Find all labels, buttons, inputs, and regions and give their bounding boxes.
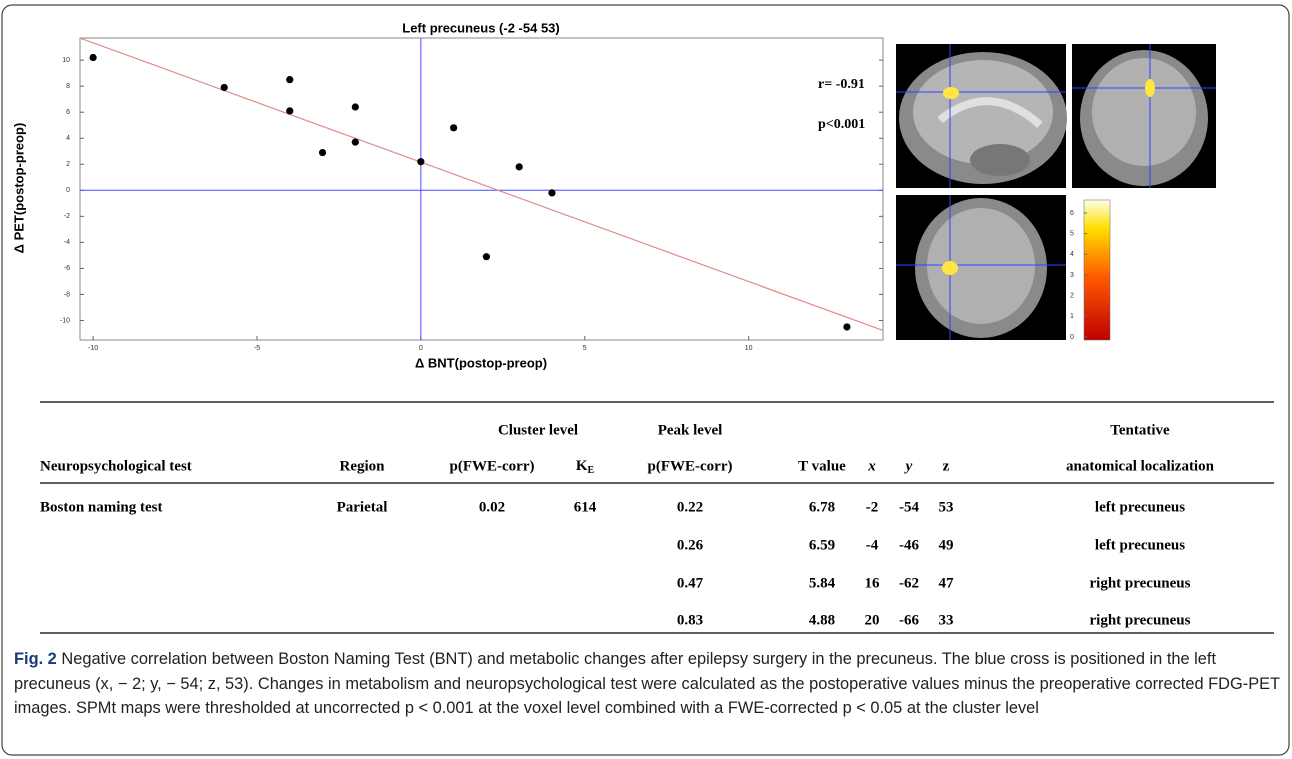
annotation: p<0.001 [818, 117, 865, 132]
page: Left precuneus (-2 -54 53) Δ BNT(postop-… [0, 0, 1292, 759]
point [548, 189, 555, 196]
y-tick-label: 2 [66, 161, 70, 168]
point [483, 253, 490, 260]
table-cell: 53 [939, 499, 954, 515]
table-header: KE [576, 458, 595, 476]
table-cell: -4 [866, 537, 879, 553]
table-cell: 0.47 [677, 575, 704, 591]
table-header: x [867, 458, 876, 474]
point [417, 158, 424, 165]
group-header: Peak level [658, 422, 723, 438]
colorbar-tick-label: 5 [1070, 231, 1074, 238]
point [90, 54, 97, 61]
point [516, 163, 523, 170]
group-header: Cluster level [498, 422, 578, 438]
colorbar [1084, 200, 1110, 340]
table-cell: 16 [865, 575, 881, 591]
table-header: T value [798, 458, 846, 474]
table-cell: 5.84 [809, 575, 836, 591]
point [221, 84, 228, 91]
group-header: Tentative [1110, 422, 1170, 438]
table-cell: right precuneus [1090, 575, 1191, 591]
x-tick-label: 5 [583, 345, 587, 352]
point [352, 139, 359, 146]
table-header: p(FWE-corr) [450, 458, 535, 474]
y-tick-label: -6 [64, 265, 70, 272]
table-cell: left precuneus [1095, 537, 1185, 553]
x-tick-label: -5 [254, 345, 260, 352]
table-cell: 49 [939, 537, 954, 553]
table-cell: 0.22 [677, 499, 703, 515]
colorbar-tick-label: 2 [1070, 293, 1074, 300]
table-cell: -66 [899, 612, 919, 628]
table-cell: right precuneus [1090, 612, 1191, 628]
point [319, 149, 326, 156]
colorbar-tick-label: 6 [1070, 210, 1074, 217]
y-tick-label: 6 [66, 109, 70, 116]
plot-area [80, 38, 883, 340]
caption: Fig. 2 Negative correlation between Bost… [14, 647, 1280, 721]
table-cell: 614 [574, 499, 597, 515]
table-cell: -2 [866, 499, 879, 515]
table-header: p(FWE-corr) [648, 458, 733, 474]
y-tick-label: 4 [66, 135, 70, 142]
point [286, 107, 293, 114]
y-tick-label: 10 [62, 57, 70, 64]
x-tick-label: 10 [745, 345, 753, 352]
y-tick-label: -2 [64, 213, 70, 220]
caption-label: Fig. 2 [14, 650, 57, 668]
table-cell: 0.83 [677, 612, 703, 628]
table-header: z [943, 458, 950, 474]
table-cell: 6.59 [809, 537, 835, 553]
table-cell: 6.78 [809, 499, 835, 515]
table-cell: 4.88 [809, 612, 835, 628]
x-axis-label: Δ BNT(postop-preop) [415, 355, 547, 370]
y-tick-label: -10 [60, 317, 70, 324]
point [352, 103, 359, 110]
x-tick-label: 0 [419, 345, 423, 352]
table-cell: left precuneus [1095, 499, 1185, 515]
y-tick-label: -4 [64, 239, 70, 246]
brain-coronal [1072, 44, 1216, 188]
table-cell: Parietal [337, 499, 388, 515]
y-tick-label: 0 [66, 187, 70, 194]
caption-text: Negative correlation between Boston Nami… [14, 650, 1280, 717]
chart-title: Left precuneus (-2 -54 53) [402, 20, 560, 35]
point [843, 323, 850, 330]
y-tick-label: 8 [66, 83, 70, 90]
table-cell: -54 [899, 499, 919, 515]
table-cell: 47 [939, 575, 955, 591]
annotation: r= -0.91 [818, 77, 865, 92]
figure: Left precuneus (-2 -54 53) Δ BNT(postop-… [0, 0, 1292, 759]
y-tick-label: -8 [64, 291, 70, 298]
table-cell: -46 [899, 537, 919, 553]
x-tick-label: -10 [88, 345, 98, 352]
brain-sagittal [896, 44, 1067, 188]
colorbar-tick-label: 1 [1070, 313, 1074, 320]
colorbar-tick-label: 4 [1070, 251, 1074, 258]
table-header: Neuropsychological test [40, 458, 192, 474]
table-cell: Boston naming test [40, 499, 163, 515]
table-cell: 0.26 [677, 537, 704, 553]
table-cell: -62 [899, 575, 919, 591]
point [286, 76, 293, 83]
brain-axial [896, 195, 1066, 340]
table-header: Region [340, 458, 386, 474]
y-axis-label: Δ PET(postop-preop) [11, 123, 26, 254]
colorbar-tick-label: 3 [1070, 272, 1074, 279]
table-header: anatomical localization [1066, 458, 1215, 474]
table-cell: 20 [865, 612, 880, 628]
table-cell: 33 [939, 612, 954, 628]
table-header: y [904, 458, 913, 474]
table-header-sub: E [588, 465, 595, 476]
colorbar-tick-label: 0 [1070, 334, 1074, 341]
table-header-part: K [576, 458, 588, 474]
point [450, 124, 457, 131]
table-cell: 0.02 [479, 499, 505, 515]
